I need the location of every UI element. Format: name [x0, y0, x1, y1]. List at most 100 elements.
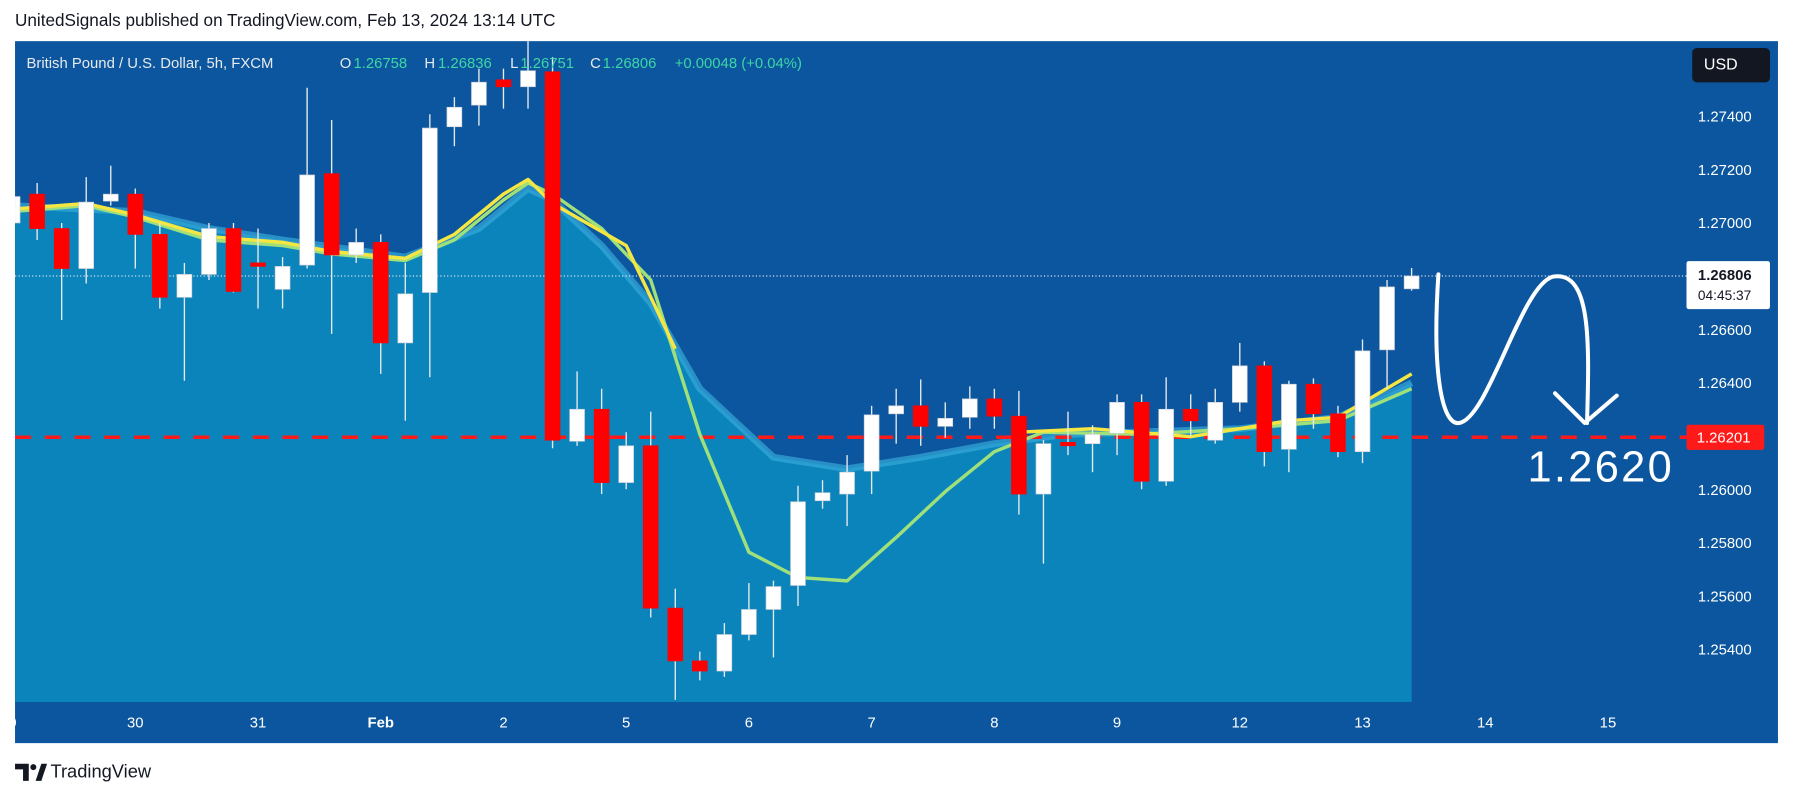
- candle-body: [765, 586, 782, 610]
- legend-value: 1.26751: [520, 56, 574, 72]
- candle-body: [1330, 413, 1346, 453]
- target-annotation: 1.2620: [1527, 443, 1674, 491]
- logo-part: [30, 764, 37, 771]
- candle-body: [1256, 365, 1273, 453]
- x-tick-label: 12: [1232, 716, 1249, 732]
- currency-button[interactable]: [1692, 48, 1770, 83]
- candle-body: [692, 660, 708, 672]
- legend-label: L: [510, 56, 518, 72]
- candle-body: [225, 228, 242, 292]
- level-badge-label: 1.26201: [1697, 430, 1751, 446]
- x-tick-label: 31: [250, 716, 267, 732]
- candle-body: [618, 445, 634, 483]
- candle-body: [495, 79, 512, 88]
- candle-body: [372, 242, 389, 344]
- x-tick-label: 9: [8, 716, 16, 732]
- logo-part: [15, 763, 29, 781]
- brand-logo: [15, 763, 48, 781]
- logo-part: [35, 763, 48, 781]
- candle-body: [593, 408, 610, 483]
- candle-body: [912, 405, 929, 427]
- legend-label: H: [424, 56, 435, 72]
- candle-body: [863, 414, 880, 472]
- candle-body: [201, 228, 217, 275]
- arrow-stroke: [1434, 272, 1591, 426]
- candle-body: [1232, 365, 1248, 403]
- publish-header: UnitedSignals published on TradingView.c…: [15, 10, 555, 30]
- candle-body: [839, 471, 855, 495]
- candle-body: [1109, 402, 1125, 434]
- plot: [15, 41, 1687, 702]
- time-axis: 9 30 31 Feb 2 5 6 7 8 9 12 13 14 15: [8, 716, 1617, 732]
- x-tick-label: Feb: [368, 716, 394, 732]
- y-tick-label: 1.26400: [1698, 376, 1752, 392]
- x-tick-label: 8: [990, 716, 998, 732]
- candle-body: [1084, 433, 1101, 445]
- candle-body: [716, 634, 733, 672]
- candle-body: [544, 71, 561, 441]
- candle-body: [1305, 383, 1322, 415]
- candle-body: [250, 262, 266, 267]
- x-tick-label: 6: [745, 716, 753, 732]
- candle-body: [15, 196, 21, 224]
- legend-value: 1.26836: [438, 56, 492, 72]
- candle-body: [127, 193, 144, 235]
- candle-body: [29, 193, 45, 229]
- candle-body: [1403, 275, 1420, 290]
- candle-body: [937, 418, 954, 427]
- x-tick-label: 13: [1354, 716, 1371, 732]
- candle-body: [1133, 402, 1150, 482]
- legend-change: +0.00048 (+0.04%): [675, 56, 802, 72]
- candle-body: [1354, 350, 1371, 453]
- candle-body: [520, 70, 536, 88]
- candle-body: [741, 609, 757, 635]
- symbol-title: British Pound / U.S. Dollar, 5h, FXCM: [26, 56, 273, 72]
- x-tick-label: 7: [867, 716, 875, 732]
- legend-value: 1.26758: [353, 56, 407, 72]
- legend-value: 1.26806: [603, 56, 657, 72]
- price-axis: 1.26201 1.27400 1.27200 1.27000 1.26600 1.264…: [1686, 110, 1770, 659]
- candle-body: [53, 228, 70, 269]
- y-tick-label: 1.25400: [1698, 643, 1752, 659]
- candle-body: [471, 81, 487, 106]
- candle-body: [176, 274, 193, 298]
- countdown-label: 04:45:37: [1698, 288, 1751, 303]
- candle-body: [1158, 408, 1174, 482]
- candle-body: [1035, 443, 1052, 495]
- ma-area: [15, 188, 1412, 702]
- candle-body: [642, 445, 659, 609]
- last-price-label: 1.26806: [1698, 268, 1752, 284]
- candle-body: [962, 398, 978, 418]
- candle-body: [446, 106, 463, 128]
- candle-body: [1011, 415, 1027, 495]
- candle-body: [397, 293, 414, 344]
- last-price-badge: [1686, 261, 1770, 310]
- candle-body: [814, 492, 831, 502]
- candle-body: [569, 408, 585, 442]
- candle-body: [78, 201, 94, 269]
- candle-body: [274, 266, 291, 290]
- candle-body: [1281, 383, 1297, 450]
- x-tick-label: 15: [1600, 716, 1617, 732]
- legend-label: O: [340, 56, 352, 72]
- y-tick-label: 1.27400: [1698, 110, 1752, 126]
- candle-body: [888, 405, 904, 415]
- y-tick-label: 1.27000: [1698, 216, 1752, 232]
- x-tick-label: 5: [622, 716, 630, 732]
- candle-body: [790, 501, 806, 586]
- candle-body: [1207, 402, 1224, 441]
- candle-body: [986, 398, 1003, 417]
- arrow-head: [1553, 391, 1619, 426]
- legend-label: C: [590, 56, 601, 72]
- candle-body: [667, 607, 684, 662]
- y-tick-label: 1.27200: [1698, 163, 1752, 179]
- currency-label[interactable]: USD: [1704, 56, 1738, 73]
- candle-body: [1060, 441, 1076, 447]
- y-tick-label: 1.25600: [1698, 589, 1752, 605]
- legend: British Pound / U.S. Dollar, 5h, FXCM O …: [26, 56, 802, 72]
- y-tick-label: 1.26000: [1698, 483, 1752, 499]
- candle-body: [152, 234, 168, 298]
- candle-body: [323, 173, 340, 256]
